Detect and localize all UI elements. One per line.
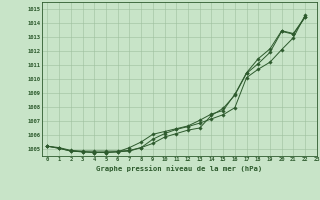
X-axis label: Graphe pression niveau de la mer (hPa): Graphe pression niveau de la mer (hPa) bbox=[96, 165, 262, 172]
